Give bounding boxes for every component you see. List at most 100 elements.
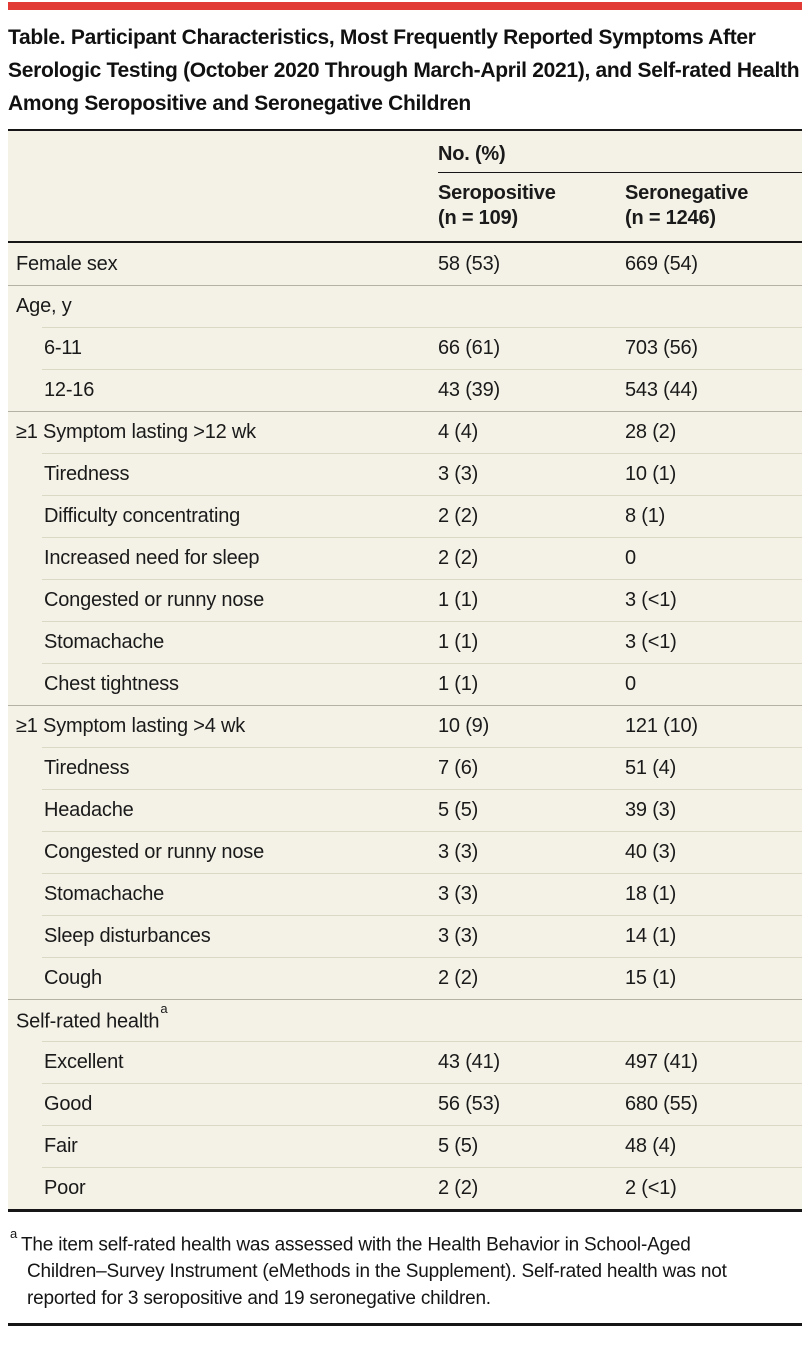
table-row: Tiredness 3 (3) 10 (1) bbox=[8, 453, 802, 495]
seropositive-value: 1 (1) bbox=[438, 630, 479, 653]
row-label: Age, y bbox=[16, 295, 72, 317]
seropositive-value: 5 (5) bbox=[438, 798, 479, 821]
seronegative-value: 18 (1) bbox=[625, 882, 677, 905]
column-header-seropositive: Seropositive (n = 109) bbox=[438, 181, 625, 231]
seronegative-value: 680 (55) bbox=[625, 1092, 698, 1115]
table-row: Increased need for sleep 2 (2) 0 bbox=[8, 537, 802, 579]
table-title: Table. Participant Characteristics, Most… bbox=[8, 26, 800, 115]
seropositive-value: 7 (6) bbox=[438, 756, 479, 779]
row-label: Headache bbox=[44, 798, 134, 821]
bottom-rule bbox=[8, 1323, 802, 1327]
seropositive-value: 1 (1) bbox=[438, 672, 479, 695]
row-label: ≥1 Symptom lasting >12 wk bbox=[16, 421, 256, 443]
seronegative-value: 543 (44) bbox=[625, 378, 698, 401]
table-row: Poor 2 (2) 2 (<1) bbox=[8, 1167, 802, 1209]
table-row: Cough 2 (2) 15 (1) bbox=[8, 957, 802, 999]
seropositive-value: 4 (4) bbox=[438, 421, 479, 443]
table-row: Self-rated healtha bbox=[8, 999, 802, 1041]
row-label: Poor bbox=[44, 1176, 86, 1199]
seropositive-value: 2 (2) bbox=[438, 546, 479, 569]
seropositive-value: 66 (61) bbox=[438, 336, 500, 359]
seropositive-value: 3 (3) bbox=[438, 462, 479, 485]
table-row: Stomachache 1 (1) 3 (<1) bbox=[8, 621, 802, 663]
row-label: Self-rated healtha bbox=[8, 1001, 438, 1034]
row-label: Excellent bbox=[44, 1050, 124, 1073]
seropositive-value: 2 (2) bbox=[438, 504, 479, 527]
footnote-text: The item self-rated health was assessed … bbox=[21, 1234, 727, 1310]
seronegative-value: 0 bbox=[625, 672, 636, 695]
column-n: (n = 109) bbox=[438, 207, 518, 229]
seropositive-value: 43 (41) bbox=[438, 1050, 500, 1073]
table-row: Chest tightness 1 (1) 0 bbox=[8, 663, 802, 705]
seronegative-value: 3 (<1) bbox=[625, 630, 677, 653]
column-header-row: Seropositive (n = 109) Seronegative (n =… bbox=[8, 173, 802, 241]
seronegative-value: 121 (10) bbox=[625, 715, 698, 737]
seropositive-value: 2 (2) bbox=[438, 966, 479, 989]
seronegative-value: 48 (4) bbox=[625, 1134, 677, 1157]
row-label: Difficulty concentrating bbox=[44, 504, 241, 527]
seropositive-value: 43 (39) bbox=[438, 378, 500, 401]
red-accent-bar bbox=[8, 2, 802, 10]
row-label-text: Self-rated health bbox=[16, 1010, 160, 1033]
seronegative-value: 669 (54) bbox=[625, 252, 698, 275]
row-label: Congested or runny nose bbox=[44, 588, 264, 611]
row-label: Chest tightness bbox=[44, 672, 179, 695]
table-row: Congested or runny nose 1 (1) 3 (<1) bbox=[8, 579, 802, 621]
footnote-marker: a bbox=[10, 1226, 18, 1241]
seronegative-value: 28 (2) bbox=[625, 421, 677, 443]
column-name: Seropositive bbox=[438, 182, 556, 204]
empty-header-cell bbox=[8, 181, 438, 231]
row-label: Tiredness bbox=[44, 462, 130, 485]
table-row: Difficulty concentrating 2 (2) 8 (1) bbox=[8, 495, 802, 537]
seronegative-value: 0 bbox=[625, 546, 636, 569]
table-row: Female sex 58 (53) 669 (54) bbox=[8, 243, 802, 285]
seronegative-value: 15 (1) bbox=[625, 966, 677, 989]
row-label: Sleep disturbances bbox=[44, 924, 211, 947]
footnote-marker-sup: a bbox=[160, 1000, 168, 1016]
seronegative-value: 8 (1) bbox=[625, 504, 666, 527]
table-row: Age, y bbox=[8, 285, 802, 327]
table-row: 12-16 43 (39) 543 (44) bbox=[8, 369, 802, 411]
seronegative-value: 39 (3) bbox=[625, 798, 677, 821]
seronegative-value: 10 (1) bbox=[625, 462, 677, 485]
row-label: 12-16 bbox=[44, 378, 95, 401]
seropositive-value: 5 (5) bbox=[438, 1134, 479, 1157]
table-row: Sleep disturbances 3 (3) 14 (1) bbox=[8, 915, 802, 957]
table-row: Fair 5 (5) 48 (4) bbox=[8, 1125, 802, 1167]
row-label: Increased need for sleep bbox=[44, 546, 260, 569]
seronegative-value: 703 (56) bbox=[625, 336, 698, 359]
row-label: Tiredness bbox=[44, 756, 130, 779]
table-row: Tiredness 7 (6) 51 (4) bbox=[8, 747, 802, 789]
table-row: Excellent 43 (41) 497 (41) bbox=[8, 1041, 802, 1083]
row-label: Fair bbox=[44, 1134, 78, 1157]
table-row: Good 56 (53) 680 (55) bbox=[8, 1083, 802, 1125]
seropositive-value: 56 (53) bbox=[438, 1092, 500, 1115]
seropositive-value: 58 (53) bbox=[438, 252, 500, 275]
row-label: Congested or runny nose bbox=[44, 840, 264, 863]
seropositive-value: 10 (9) bbox=[438, 715, 490, 737]
seronegative-value: 3 (<1) bbox=[625, 588, 677, 611]
table-row: ≥1 Symptom lasting >12 wk 4 (4) 28 (2) bbox=[8, 411, 802, 453]
table-row: Stomachache 3 (3) 18 (1) bbox=[8, 873, 802, 915]
seropositive-value: 2 (2) bbox=[438, 1176, 479, 1199]
column-header-seronegative: Seronegative (n = 1246) bbox=[625, 181, 802, 231]
table-row: Headache 5 (5) 39 (3) bbox=[8, 789, 802, 831]
table-header: No. (%) Seropositive (n = 109) Seronegat… bbox=[8, 131, 802, 243]
row-label: Stomachache bbox=[44, 882, 165, 905]
seropositive-value: 3 (3) bbox=[438, 882, 479, 905]
table-row: 6-11 66 (61) 703 (56) bbox=[8, 327, 802, 369]
row-label: Female sex bbox=[16, 252, 118, 275]
column-n: (n = 1246) bbox=[625, 207, 716, 229]
table-row: ≥1 Symptom lasting >4 wk 10 (9) 121 (10) bbox=[8, 705, 802, 747]
seronegative-value: 51 (4) bbox=[625, 756, 677, 779]
group-column-header: No. (%) bbox=[438, 131, 802, 173]
row-label: Stomachache bbox=[44, 630, 165, 653]
seronegative-value: 40 (3) bbox=[625, 840, 677, 863]
seropositive-value: 3 (3) bbox=[438, 924, 479, 947]
seronegative-value: 497 (41) bbox=[625, 1050, 698, 1073]
table-row: Congested or runny nose 3 (3) 40 (3) bbox=[8, 831, 802, 873]
row-label: 6-11 bbox=[44, 336, 82, 359]
seronegative-value: 14 (1) bbox=[625, 924, 677, 947]
row-label: Good bbox=[44, 1092, 93, 1115]
